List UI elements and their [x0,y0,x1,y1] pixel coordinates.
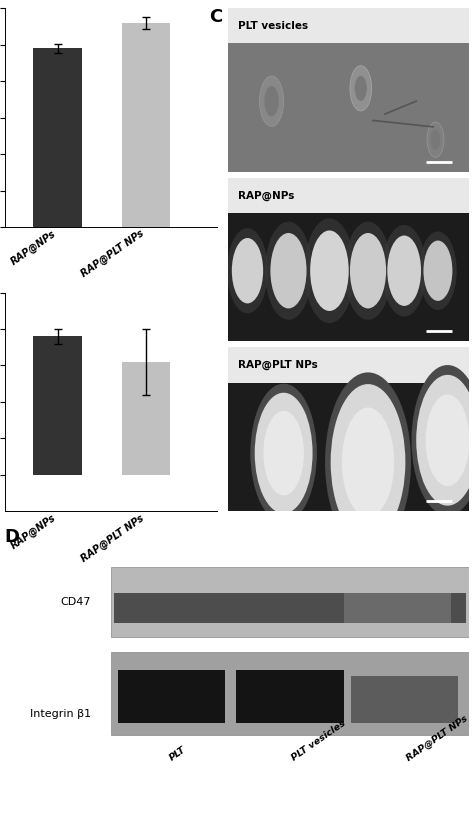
Bar [228,347,469,383]
Circle shape [255,393,312,514]
Circle shape [416,374,474,505]
Bar [34,49,82,227]
Text: RAP@PLT NPs: RAP@PLT NPs [238,360,318,370]
Circle shape [270,233,307,309]
Circle shape [342,407,394,517]
Bar [122,362,171,475]
Text: D: D [5,528,20,546]
Circle shape [387,235,421,306]
Circle shape [411,365,474,515]
Circle shape [331,384,405,540]
Circle shape [427,122,444,157]
Text: PLT: PLT [168,746,188,763]
Circle shape [355,76,367,101]
Circle shape [350,233,386,309]
Bar [228,347,469,511]
Circle shape [419,231,457,310]
Bar [344,593,451,623]
Circle shape [250,384,317,523]
Bar [118,670,225,723]
Text: RAP@PLT NPs: RAP@PLT NPs [405,714,469,763]
Bar [228,8,469,172]
Bar [122,23,171,227]
Text: CD47: CD47 [60,597,91,607]
Circle shape [426,394,470,486]
Bar [228,178,469,213]
Circle shape [310,230,349,311]
Circle shape [232,238,263,304]
Circle shape [264,86,279,116]
Text: Integrin β1: Integrin β1 [29,709,91,719]
Circle shape [423,240,452,301]
Circle shape [227,228,268,314]
Text: C: C [209,8,222,26]
Bar [236,670,344,723]
Bar [351,676,458,723]
Circle shape [325,372,411,551]
Circle shape [304,218,355,323]
Bar [34,337,82,475]
Circle shape [260,76,283,126]
Text: PLT vesicles: PLT vesicles [238,21,308,30]
Bar [114,593,465,623]
Bar [110,566,469,638]
Circle shape [382,225,426,317]
Bar [228,8,469,44]
Circle shape [431,129,440,150]
Circle shape [345,221,392,320]
Text: RAP@NPs: RAP@NPs [238,190,294,201]
Circle shape [350,66,372,111]
Bar [228,178,469,342]
Text: PLT vesicles: PLT vesicles [290,719,347,763]
Bar [110,653,469,735]
Circle shape [265,221,312,320]
Circle shape [264,411,304,495]
